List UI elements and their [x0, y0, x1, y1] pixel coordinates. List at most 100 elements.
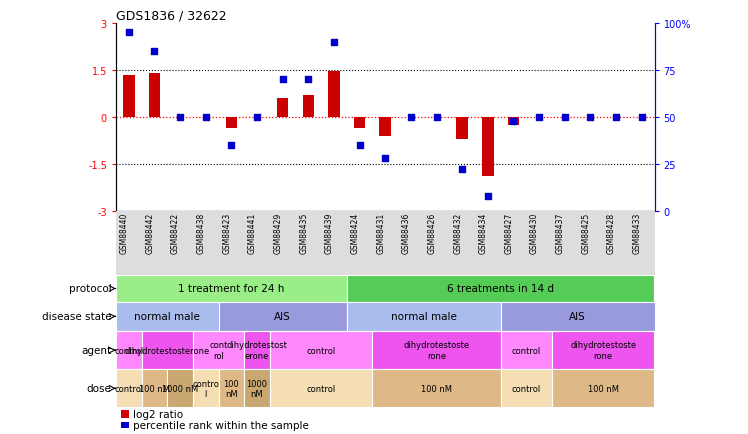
Text: control: control [512, 384, 541, 393]
Text: normal male: normal male [390, 312, 456, 322]
Bar [193, 369, 218, 408]
Bar [456, 118, 468, 139]
Bar [149, 74, 160, 118]
Text: control: control [307, 346, 336, 355]
Text: control: control [512, 346, 541, 355]
Bar [121, 410, 129, 418]
Bar [302, 96, 314, 118]
Text: normal male: normal male [135, 312, 200, 322]
Text: agent: agent [82, 345, 111, 355]
Text: GSM88425: GSM88425 [581, 213, 590, 254]
Bar [218, 302, 347, 331]
Point [225, 142, 237, 149]
Text: AIS: AIS [275, 312, 291, 322]
Text: control: control [307, 384, 336, 393]
Text: GSM88427: GSM88427 [504, 213, 513, 254]
Text: dihydrotestoste
rone: dihydrotestoste rone [570, 341, 637, 360]
Text: disease state: disease state [42, 312, 111, 322]
Point [354, 142, 366, 149]
Text: GSM88430: GSM88430 [530, 213, 539, 254]
Point [123, 30, 135, 37]
Text: GSM88440: GSM88440 [120, 213, 129, 254]
Bar [500, 331, 552, 369]
Text: cont
rol: cont rol [209, 341, 227, 360]
Text: GSM88435: GSM88435 [299, 213, 308, 254]
Text: GSM88428: GSM88428 [607, 213, 616, 253]
Bar [379, 118, 391, 136]
Text: 6 treatments in 14 d: 6 treatments in 14 d [447, 284, 554, 294]
Text: GSM88441: GSM88441 [248, 213, 257, 254]
Text: percentile rank within the sample: percentile rank within the sample [133, 420, 309, 430]
Bar [193, 331, 244, 369]
Point [148, 49, 160, 56]
Bar [168, 369, 193, 408]
Bar [500, 302, 654, 331]
Bar [373, 369, 500, 408]
Text: dose: dose [87, 383, 111, 393]
Text: 1000
nM: 1000 nM [247, 379, 268, 398]
Text: dihydrotestoste
rone: dihydrotestoste rone [403, 341, 470, 360]
Bar [552, 331, 654, 369]
Bar [500, 369, 552, 408]
Text: 1 treatment for 24 h: 1 treatment for 24 h [178, 284, 284, 294]
Point [405, 114, 417, 121]
Point [431, 114, 443, 121]
Bar [373, 331, 500, 369]
Text: AIS: AIS [569, 312, 586, 322]
Bar [116, 369, 141, 408]
Bar [277, 99, 289, 118]
Bar [218, 369, 244, 408]
Bar [121, 422, 129, 428]
Point [533, 114, 545, 121]
Text: 100 nM: 100 nM [139, 384, 170, 393]
Bar [328, 72, 340, 118]
Text: dihydrotestosterone: dihydrotestosterone [125, 346, 210, 355]
Text: 100 nM: 100 nM [421, 384, 452, 393]
Point [610, 114, 622, 121]
Text: control: control [114, 384, 144, 393]
Bar [123, 76, 135, 118]
Bar [116, 276, 347, 302]
Point [507, 118, 519, 125]
Point [379, 155, 391, 162]
Text: GSM88433: GSM88433 [633, 213, 642, 254]
Bar [244, 369, 270, 408]
Text: log2 ratio: log2 ratio [133, 409, 183, 419]
Text: GSM88442: GSM88442 [145, 213, 154, 254]
Bar [270, 369, 373, 408]
Text: control: control [114, 346, 144, 355]
Text: GDS1836 / 32622: GDS1836 / 32622 [116, 10, 227, 23]
Bar [347, 276, 654, 302]
Text: GSM88431: GSM88431 [376, 213, 385, 254]
Bar [508, 118, 519, 125]
Bar [354, 118, 365, 128]
Text: GSM88426: GSM88426 [428, 213, 437, 254]
Point [328, 39, 340, 46]
Text: dihydrotestost
erone: dihydrotestost erone [227, 341, 287, 360]
Bar [141, 369, 168, 408]
Point [482, 193, 494, 200]
Bar [141, 331, 193, 369]
Point [277, 77, 289, 84]
Bar [244, 331, 270, 369]
Bar [226, 118, 237, 128]
Text: 100 nM: 100 nM [588, 384, 619, 393]
Text: contro
l: contro l [192, 379, 219, 398]
Point [636, 114, 648, 121]
Point [456, 167, 468, 174]
Bar [482, 118, 494, 177]
Point [559, 114, 571, 121]
Point [302, 77, 314, 84]
Bar [116, 302, 218, 331]
Text: GSM88424: GSM88424 [351, 213, 360, 254]
Text: GSM88436: GSM88436 [402, 213, 411, 254]
Text: GSM88438: GSM88438 [197, 213, 206, 254]
Text: protocol: protocol [69, 284, 111, 294]
Point [251, 114, 263, 121]
Bar [116, 331, 141, 369]
Bar [347, 302, 500, 331]
Text: GSM88422: GSM88422 [171, 213, 180, 253]
Text: GSM88437: GSM88437 [556, 213, 565, 254]
Bar [270, 331, 373, 369]
Text: 1000 nM: 1000 nM [162, 384, 198, 393]
